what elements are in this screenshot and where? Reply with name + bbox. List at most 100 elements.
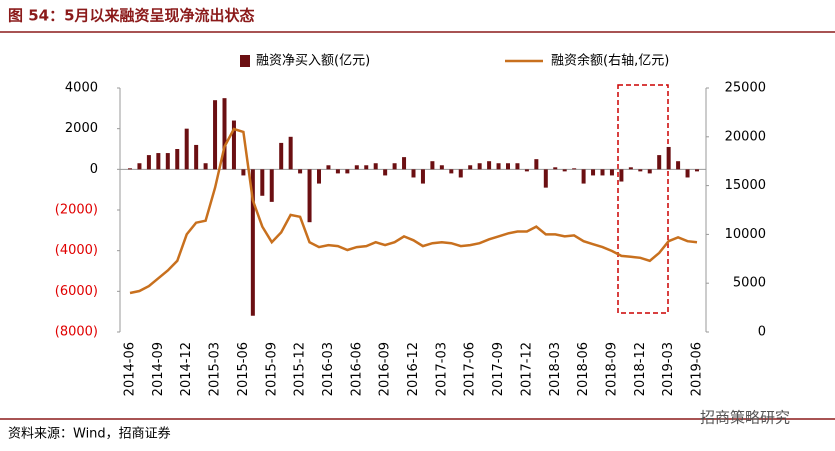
bar — [430, 161, 435, 170]
x-tick-label: 2015-12 — [293, 342, 308, 396]
bar — [515, 163, 520, 170]
x-tick-label: 2015-06 — [236, 342, 251, 396]
x-tick-label: 2015-03 — [208, 342, 223, 396]
x-tick-label: 2014-12 — [179, 342, 194, 396]
y2-tick-label: 15000 — [725, 178, 766, 193]
y2-tick-label: 0 — [758, 325, 766, 340]
y2-tick-label: 20000 — [725, 129, 766, 144]
bar — [260, 169, 265, 196]
bar — [354, 165, 359, 170]
bar — [619, 169, 624, 182]
bar — [279, 142, 284, 170]
y-tick-label: 4000 — [65, 81, 98, 96]
y-tick-label: 2000 — [65, 121, 98, 136]
x-tick-label: 2018-12 — [633, 342, 648, 396]
y-tick-label: (6000) — [55, 284, 98, 299]
line — [129, 127, 698, 295]
bar — [128, 168, 132, 170]
x-tick-label: 2014-09 — [151, 342, 166, 396]
bar — [685, 169, 690, 178]
y2-tick-label: 10000 — [725, 227, 766, 242]
bar — [496, 163, 501, 170]
y-tick-label: (4000) — [55, 243, 98, 258]
bar — [411, 169, 416, 178]
bar — [156, 153, 161, 170]
bar — [562, 169, 567, 172]
y-tick-label: (2000) — [55, 203, 98, 218]
x-tick-label: 2014-06 — [123, 342, 138, 396]
highlight-box — [617, 84, 669, 314]
bar — [250, 169, 255, 316]
bar — [184, 128, 189, 170]
bar — [609, 169, 614, 176]
bar — [269, 169, 274, 202]
bar — [695, 169, 699, 172]
x-tick-label: 2017-09 — [491, 342, 506, 396]
x-tick-label: 2016-12 — [406, 342, 421, 396]
y2-tick-label: 25000 — [725, 81, 766, 96]
bar — [487, 161, 492, 170]
bar — [524, 169, 529, 172]
x-tick-label: 2019-06 — [690, 342, 705, 396]
source: 资料来源：Wind，招商证券 — [8, 426, 171, 442]
bar — [335, 169, 340, 174]
x-tick-label: 2017-06 — [463, 342, 478, 396]
bar — [402, 157, 407, 170]
bar — [572, 168, 577, 170]
legend-label: 融资净买入额(亿元) — [256, 54, 370, 69]
bar — [543, 169, 548, 188]
bar — [506, 163, 510, 170]
bar — [165, 153, 170, 170]
x-tick-label: 2017-03 — [434, 342, 449, 396]
bar — [373, 163, 378, 170]
bar — [298, 169, 303, 174]
bar — [383, 169, 388, 176]
x-tick-label: 2016-06 — [349, 342, 364, 396]
bar — [591, 169, 596, 176]
bar — [581, 169, 586, 184]
bar — [194, 144, 199, 170]
x-tick-label: 2015-09 — [264, 342, 279, 396]
bar — [647, 169, 652, 174]
bar — [477, 163, 482, 170]
y-tick-label: (8000) — [55, 325, 98, 340]
bar — [392, 163, 397, 170]
bar — [364, 165, 369, 170]
bar — [213, 100, 218, 170]
bar — [458, 169, 463, 178]
bar — [203, 163, 208, 170]
bar — [553, 167, 558, 170]
bar — [600, 169, 605, 176]
bar — [449, 169, 454, 174]
legend-swatch — [240, 55, 250, 67]
x-tick-label: 2019-03 — [661, 342, 676, 396]
bar — [657, 155, 662, 170]
x-tick-label: 2016-03 — [321, 342, 336, 396]
bar — [638, 169, 643, 172]
chart-title: 图 54：5月以来融资呈现净流出状态 — [8, 7, 255, 25]
bar — [534, 159, 539, 170]
y-tick-label: 0 — [90, 162, 98, 177]
bar — [468, 165, 473, 170]
watermark: 招商策略研究 — [700, 409, 790, 427]
bar — [146, 155, 151, 170]
bar — [222, 98, 227, 170]
bar — [175, 149, 180, 170]
bar — [326, 165, 331, 170]
x-tick-label: 2016-09 — [378, 342, 393, 396]
bar — [666, 146, 671, 170]
legend-label: 融资余额(右轴,亿元) — [551, 53, 669, 69]
bar — [288, 136, 293, 170]
bar — [231, 120, 236, 170]
x-tick-label: 2018-03 — [548, 342, 563, 396]
x-tick-label: 2018-06 — [576, 342, 591, 396]
bar — [317, 169, 321, 184]
x-tick-label: 2017-12 — [519, 342, 534, 396]
bar — [420, 169, 425, 184]
bar — [241, 169, 246, 176]
bar — [137, 163, 142, 170]
bar — [345, 169, 350, 174]
x-tick-label: 2018-09 — [604, 342, 619, 396]
bar — [439, 165, 444, 170]
